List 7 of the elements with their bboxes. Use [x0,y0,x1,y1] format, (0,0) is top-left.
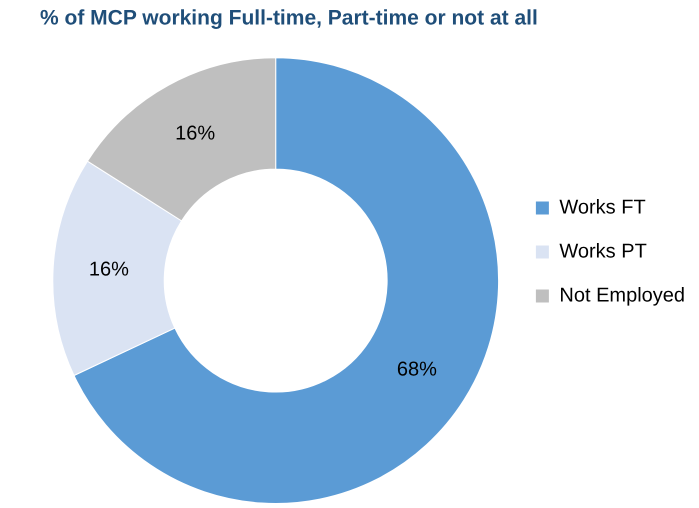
data-label: 16% [88,258,130,281]
chart-title: % of MCP working Full-time, Part-time or not at all [40,6,538,30]
data-label: 68% [396,358,438,381]
legend-label: Not Employed [559,284,686,307]
legend-label: Works FT [559,196,646,219]
legend-label: Works PT [559,240,647,263]
data-label: 16% [175,122,216,145]
